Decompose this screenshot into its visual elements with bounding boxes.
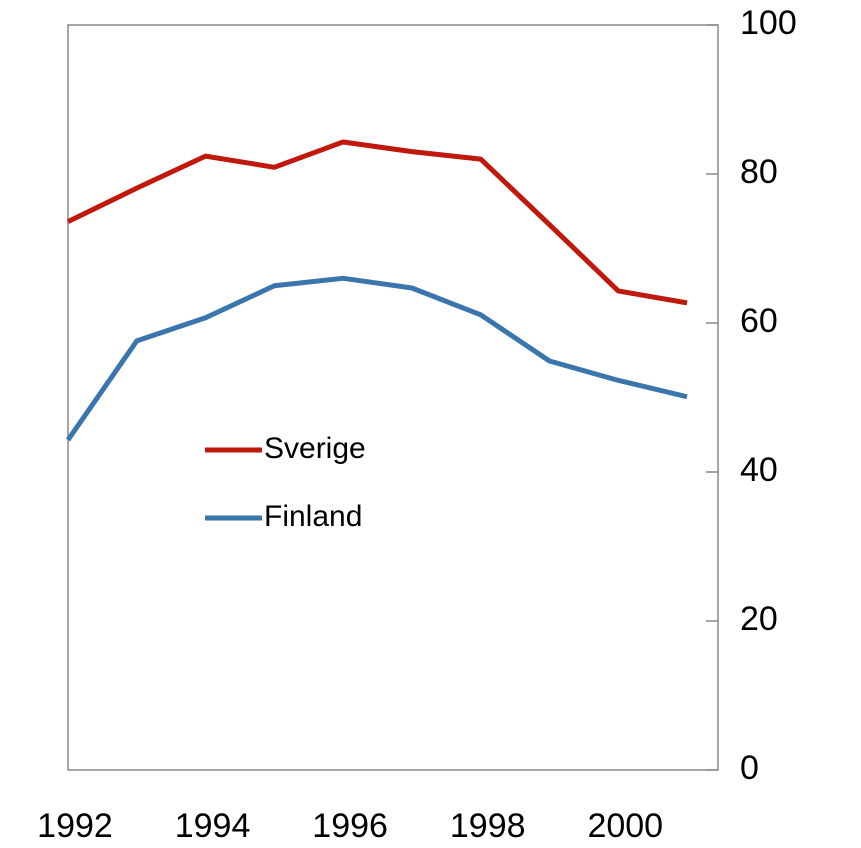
x-tick-label: 1994 [175, 807, 251, 845]
y-tick-label: 40 [740, 451, 778, 489]
legend-label: Sverige [264, 432, 366, 465]
legend-label: Finland [264, 500, 362, 533]
x-tick-label: 1998 [450, 807, 526, 845]
line [65, 275, 688, 442]
x-tick-label: 1996 [312, 807, 388, 845]
plot-area [67, 24, 719, 771]
y-tick-label: 0 [740, 749, 759, 787]
line [66, 139, 688, 306]
y-tick-label: 20 [740, 600, 778, 638]
y-tick-label: 80 [740, 153, 778, 191]
x-tick-label: 1992 [37, 807, 113, 845]
y-tick-label: 100 [740, 4, 797, 42]
y-tick-label: 60 [740, 302, 778, 340]
x-tick-label: 2000 [587, 807, 663, 845]
